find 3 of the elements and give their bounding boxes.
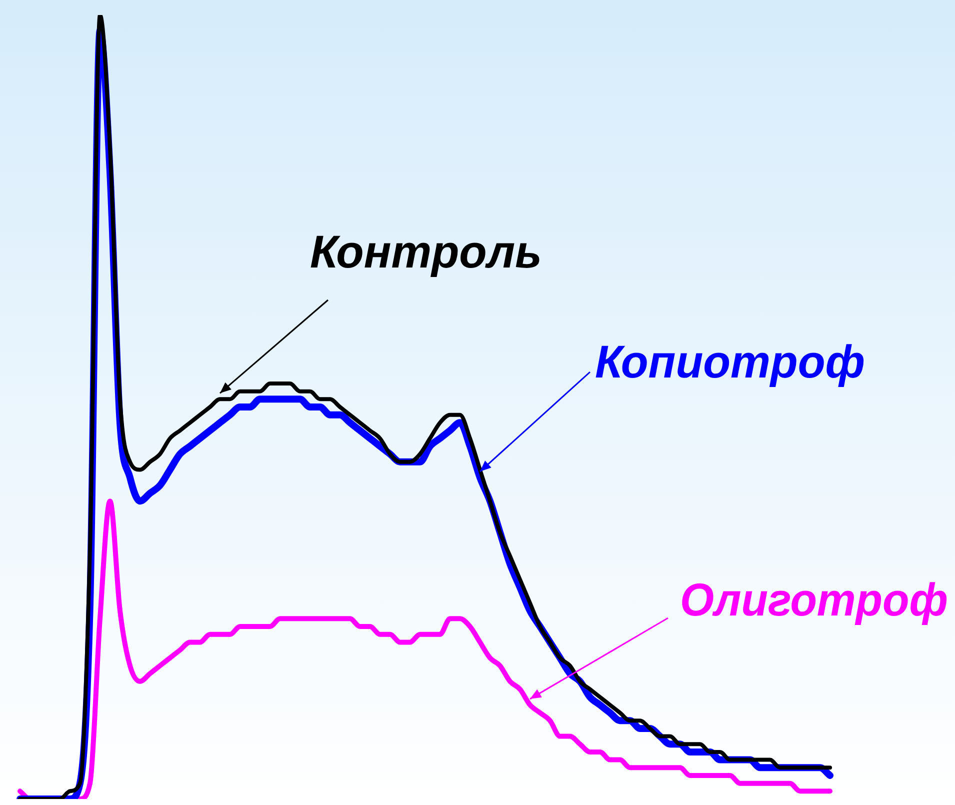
text: Копиотроф — [595, 336, 865, 388]
text: Олиготроф — [680, 574, 948, 626]
text: Контроль — [310, 226, 542, 278]
